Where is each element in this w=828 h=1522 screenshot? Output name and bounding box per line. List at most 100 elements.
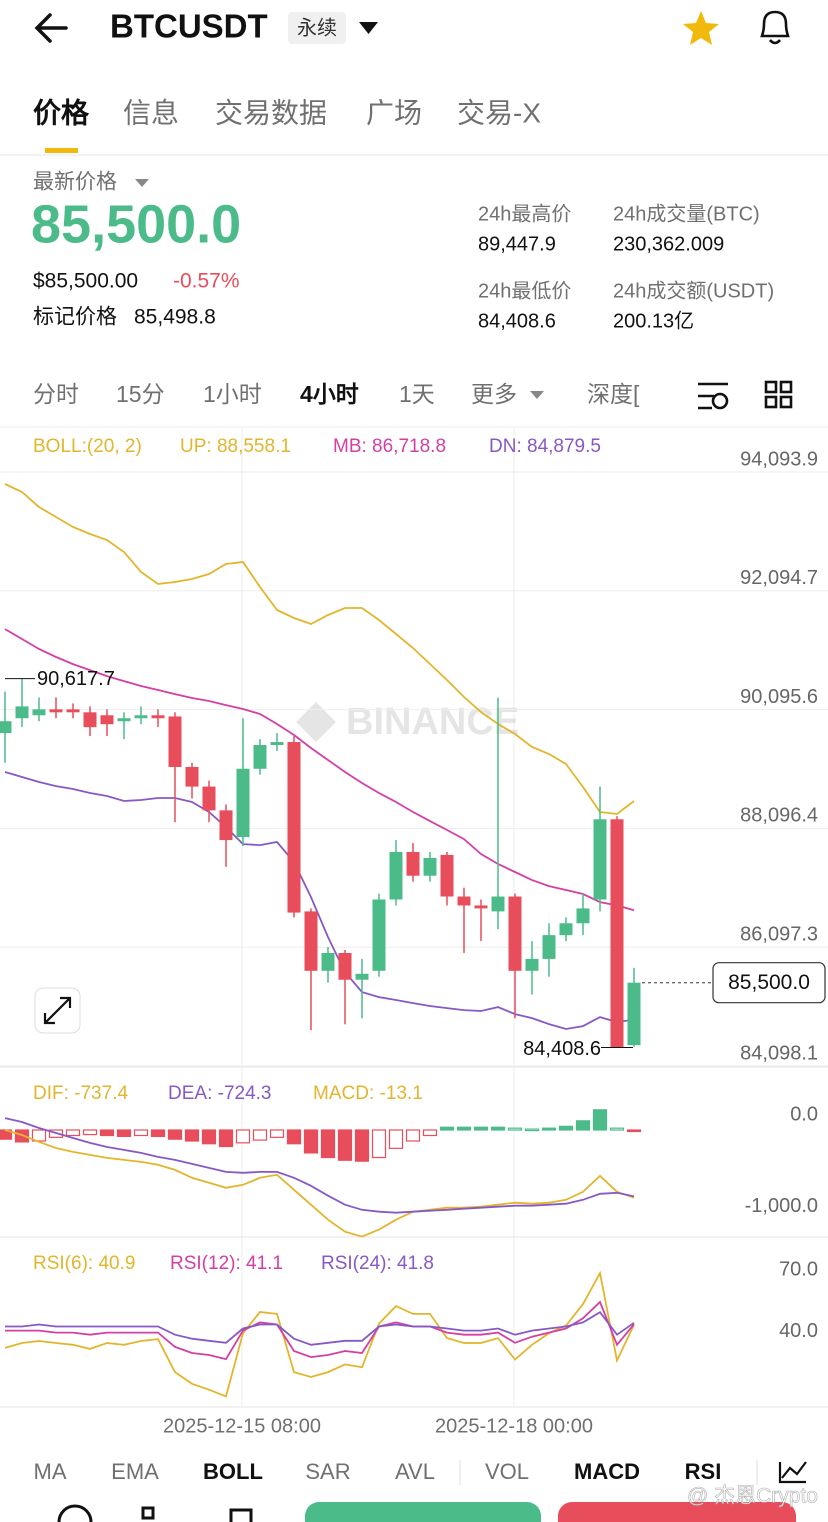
stat-label: 24h成交额(USDT) xyxy=(613,279,774,302)
candle-body xyxy=(83,712,97,728)
indicator-tab[interactable]: AVL xyxy=(395,1459,435,1484)
indicator-line xyxy=(4,1117,635,1214)
buy-button[interactable] xyxy=(305,1502,541,1522)
layout-icon[interactable] xyxy=(764,380,793,409)
nav-icon[interactable] xyxy=(229,1508,253,1522)
nav-icon[interactable] xyxy=(141,1506,155,1520)
symbol-dropdown[interactable] xyxy=(359,22,378,34)
macd-bar xyxy=(371,1129,387,1159)
last-price-box xyxy=(712,962,826,1004)
stat-label: 24h成交量(BTC) xyxy=(613,202,760,225)
interval[interactable]: 更多 xyxy=(471,381,517,407)
y-tick-label: 0.0 xyxy=(790,1103,818,1125)
indicator-tab[interactable]: MACD xyxy=(574,1459,640,1484)
y-tick-label: 92,094.7 xyxy=(740,567,818,589)
candle-body xyxy=(440,854,454,897)
mark-price-label: 标记价格 xyxy=(33,306,117,329)
candle-body xyxy=(100,715,114,725)
tab[interactable]: 价格 xyxy=(33,97,90,128)
candle-body xyxy=(355,973,369,980)
macd-bar xyxy=(507,1127,523,1131)
tab[interactable]: 广场 xyxy=(366,97,422,128)
expand-icon xyxy=(43,996,72,1025)
macd-bar xyxy=(439,1126,455,1131)
candle-body xyxy=(389,851,403,900)
macd-bar xyxy=(456,1126,472,1131)
macd-bar xyxy=(592,1109,608,1131)
interval[interactable]: 1天 xyxy=(399,381,435,407)
legend-item: DIF: -737.4 xyxy=(33,1083,128,1104)
indicator-settings[interactable] xyxy=(778,1461,807,1484)
indicator-tab[interactable]: EMA xyxy=(111,1459,159,1484)
indicator-label: BOLL:(20, 2) xyxy=(33,436,142,457)
stat-value: 230,362.009 xyxy=(613,233,724,255)
indicator-line xyxy=(4,628,635,912)
interval[interactable]: 1小时 xyxy=(203,381,262,407)
macd-bar xyxy=(558,1125,574,1131)
more-dropdown[interactable] xyxy=(530,391,544,399)
macd-bar xyxy=(201,1129,217,1145)
candle-body xyxy=(15,706,29,719)
macd-bar xyxy=(303,1129,319,1154)
y-tick-label: 70.0 xyxy=(779,1259,818,1281)
candle-body xyxy=(287,742,301,913)
candle-body xyxy=(117,718,131,722)
price-dropdown[interactable] xyxy=(135,179,149,187)
indicator-tab[interactable]: RSI xyxy=(685,1459,722,1484)
favorite-star[interactable] xyxy=(683,11,719,45)
last-price: 85,500.0 xyxy=(31,194,241,254)
bell-icon[interactable] xyxy=(760,10,790,45)
x-tick-label: 2025-12-18 00:00 xyxy=(435,1415,593,1437)
candle-body xyxy=(576,908,590,924)
tab[interactable]: 信息 xyxy=(123,97,179,128)
macd-bar xyxy=(150,1129,166,1138)
watermark: BINANCE xyxy=(296,701,519,743)
indicator-tab[interactable]: BOLL xyxy=(203,1459,263,1484)
y-tick-label: 94,093.9 xyxy=(740,448,818,470)
macd-bar xyxy=(167,1129,183,1140)
candle-body xyxy=(219,810,233,841)
settings-icon[interactable] xyxy=(698,382,729,410)
macd-bar xyxy=(388,1129,404,1149)
watermark-text: BINANCE xyxy=(346,701,519,743)
candle-body xyxy=(542,935,556,959)
macd-bar xyxy=(473,1126,489,1131)
y-tick-label: 84,098.1 xyxy=(740,1042,818,1064)
tab[interactable]: 交易-X xyxy=(457,97,541,128)
indicator-line xyxy=(5,1300,635,1361)
tab-indicator xyxy=(45,148,78,153)
stat-value: 89,447.9 xyxy=(478,233,556,255)
sell-button[interactable] xyxy=(558,1502,796,1522)
macd-bar xyxy=(320,1129,336,1159)
indicator-line xyxy=(4,1129,635,1238)
tab[interactable]: 交易数据 xyxy=(215,97,327,128)
interval[interactable]: 4小时 xyxy=(300,381,359,407)
interval[interactable]: 深度[ xyxy=(587,381,640,407)
candle-body xyxy=(270,742,284,745)
indicator-tab[interactable]: VOL xyxy=(485,1459,529,1484)
macd-bar xyxy=(609,1127,625,1131)
y-tick-label: -1,000.0 xyxy=(745,1195,818,1217)
candle-body xyxy=(134,715,148,719)
interval[interactable]: 15分 xyxy=(116,381,165,407)
indicator-tab[interactable]: MA xyxy=(34,1459,67,1484)
candle-body xyxy=(236,768,250,838)
nav-icon[interactable] xyxy=(57,1504,93,1522)
macd-bar xyxy=(116,1129,132,1138)
back-button[interactable] xyxy=(34,13,68,43)
macd-bar xyxy=(82,1129,98,1136)
interval[interactable]: 分时 xyxy=(33,381,79,407)
macd-bar xyxy=(65,1129,81,1137)
indicator-tab[interactable]: SAR xyxy=(305,1459,350,1484)
legend-item: RSI(6): 40.9 xyxy=(33,1253,135,1274)
last-price-label: 85,500.0 xyxy=(728,971,810,994)
candle-body xyxy=(508,896,522,971)
legend-item: DN: 84,879.5 xyxy=(489,436,601,457)
candle-body xyxy=(474,905,488,909)
candle-body xyxy=(253,744,267,769)
stat-value: 84,408.6 xyxy=(478,310,556,332)
macd-bar xyxy=(626,1129,642,1133)
candle-body xyxy=(559,923,573,936)
